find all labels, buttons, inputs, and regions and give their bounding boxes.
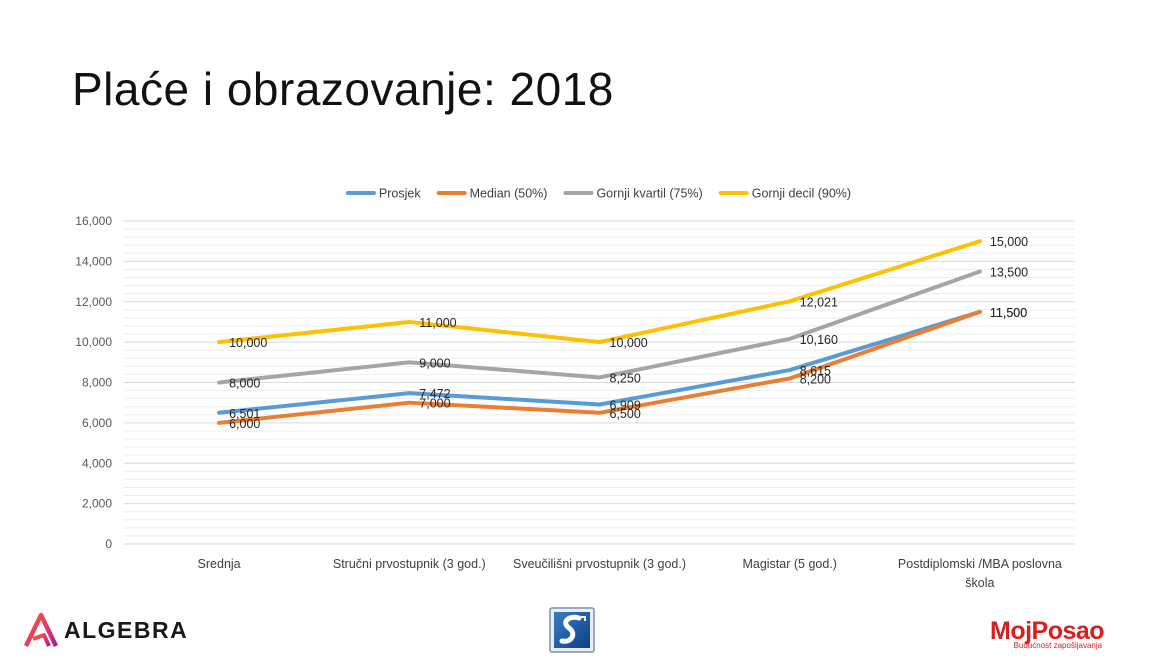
- data-label: 12,021: [800, 295, 838, 309]
- data-label: 7,472: [419, 387, 450, 401]
- x-tick-label: Stručni prvostupnik (3 god.): [333, 557, 486, 571]
- data-label: 11,000: [419, 316, 456, 330]
- x-tick-label-line: škola: [965, 576, 994, 590]
- gridlines: [124, 220, 1075, 545]
- x-tick-label-line: Postdiplomski /MBA poslovna: [898, 557, 1062, 571]
- data-labels: 6,501 7,472 6,909 8,615 11,500 6,000 7,000 6,50…: [229, 235, 1028, 431]
- x-tick-label: Magistar (5 god.): [742, 557, 836, 571]
- y-tick-label: 2,000: [82, 497, 112, 511]
- series-line-2: [217, 269, 982, 385]
- series-lines: [217, 239, 982, 425]
- data-label: 13,500: [990, 265, 1028, 279]
- series-line-3: [217, 239, 982, 345]
- series-line-1: [217, 309, 982, 425]
- x-tick-label-line: Srednja: [198, 557, 241, 571]
- data-label: 10,160: [800, 333, 838, 347]
- x-tick-label: Sveučilišni prvostupnik (3 god.): [513, 557, 686, 571]
- chart-legend: Prosjek Median (50%) Gornji kvartil (75%) G…: [345, 187, 851, 201]
- y-axis-ticks: 0 2,000 4,000 6,000 8,000 10,000 12,000 14,000 1…: [75, 214, 112, 551]
- x-tick-label-line: Magistar (5 god.): [742, 557, 836, 571]
- y-tick-label: 16,000: [75, 214, 112, 228]
- legend-label: Gornji kvartil (75%): [596, 187, 702, 201]
- algebra-logo-icon: [24, 612, 58, 647]
- legend-label: Median (50%): [470, 187, 548, 201]
- data-label: 9,000: [419, 356, 450, 370]
- x-tick-label-line: Stručni prvostupnik (3 god.): [333, 557, 486, 571]
- mojposao-logo: MojPosao Budućnost zapošljavanja: [990, 617, 1105, 650]
- data-label: 11,500: [990, 306, 1027, 320]
- line-chart: Prosjek Median (50%) Gornji kvartil (75%) G…: [75, 187, 1075, 590]
- series-line-0: [217, 309, 982, 415]
- data-label: 8,000: [229, 377, 260, 391]
- mojposao-tagline: Budućnost zapošljavanja: [1013, 641, 1103, 650]
- y-tick-label: 4,000: [82, 456, 112, 470]
- x-axis-ticks: Srednja Stručni prvostupnik (3 god.) Sveuč…: [198, 557, 1062, 590]
- slide-title: Plaće i obrazovanje: 2018: [72, 63, 614, 115]
- data-label: 8,200: [800, 372, 831, 386]
- data-label: 6,909: [610, 399, 641, 413]
- mojposao-logo-text: MojPosao: [990, 617, 1105, 645]
- y-tick-label: 14,000: [75, 254, 112, 268]
- legend-label: Prosjek: [379, 187, 421, 201]
- y-tick-label: 8,000: [82, 376, 112, 390]
- y-tick-label: 0: [105, 537, 112, 551]
- data-label: 10,000: [610, 336, 648, 350]
- legend-label: Gornji decil (90%): [752, 187, 851, 201]
- algebra-logo-text: ALGEBRA: [64, 616, 189, 643]
- x-tick-label: Postdiplomski /MBA poslovna škola: [898, 557, 1062, 590]
- y-tick-label: 12,000: [75, 295, 112, 309]
- data-label: 10,000: [229, 336, 267, 350]
- x-tick-label: Srednja: [198, 557, 241, 571]
- institution-logo-icon: [549, 607, 595, 653]
- data-label: 15,000: [990, 235, 1028, 249]
- data-label: 6,500: [610, 407, 641, 421]
- y-tick-label: 6,000: [82, 416, 112, 430]
- data-label: 7,000: [419, 397, 450, 411]
- data-label: 8,615: [800, 364, 831, 378]
- x-tick-label-line: Sveučilišni prvostupnik (3 god.): [513, 557, 686, 571]
- algebra-logo: ALGEBRA: [24, 612, 188, 648]
- y-tick-label: 10,000: [75, 335, 112, 349]
- data-label: 6,501: [229, 407, 260, 421]
- data-label: 8,250: [610, 371, 641, 385]
- data-label: 11,500: [990, 306, 1027, 320]
- data-label: 6,000: [229, 417, 260, 431]
